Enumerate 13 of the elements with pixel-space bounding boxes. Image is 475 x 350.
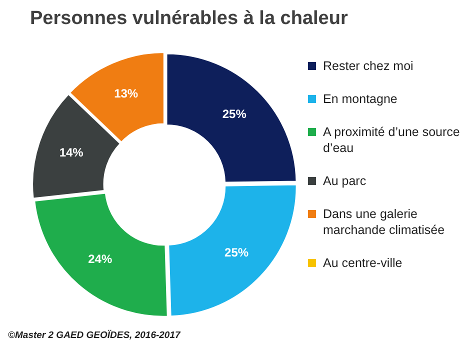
- data-label: 13%: [114, 86, 138, 100]
- legend-label: Au parc: [323, 173, 366, 189]
- text: ©Master 2 GAED GEOÏDES, 2016-2017: [8, 330, 180, 341]
- chart-title: Personnes vulnérables à la chaleur: [30, 8, 348, 30]
- data-label: 25%: [222, 106, 247, 121]
- data-label: 25%: [224, 246, 249, 260]
- legend-label: A proximité d’une source d’eau: [323, 124, 461, 156]
- legend-label: Dans une galerie marchande climatisée: [323, 206, 446, 238]
- legend-label: En montagne: [323, 91, 398, 107]
- data-label: 14%: [59, 146, 84, 160]
- legend-label: Au centre-ville: [323, 255, 402, 271]
- data-label: 24%: [88, 252, 112, 266]
- legend-label: Rester chez moi: [323, 58, 414, 74]
